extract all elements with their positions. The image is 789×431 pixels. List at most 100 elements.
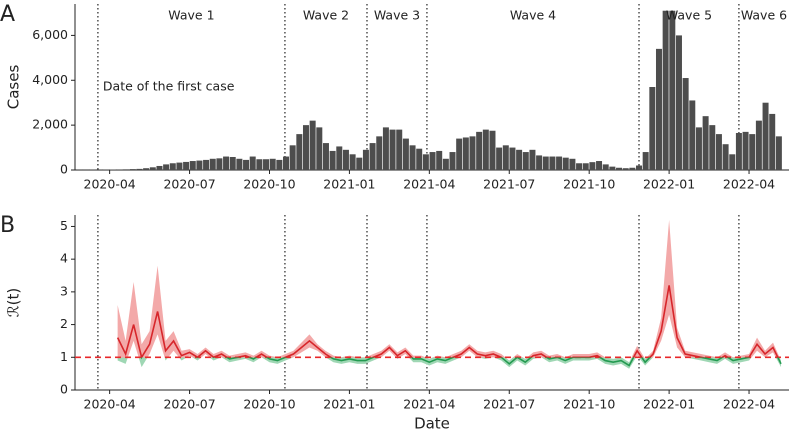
bar xyxy=(276,159,283,170)
wave-label: Wave 5 xyxy=(666,8,712,23)
panel-label: B xyxy=(0,213,15,238)
x-tick-label: 2021-10 xyxy=(563,177,615,192)
bar xyxy=(189,161,196,170)
bar xyxy=(116,169,123,170)
x-tick-label: 2021-07 xyxy=(483,397,535,412)
bar xyxy=(156,165,163,170)
bar xyxy=(442,158,449,170)
bar xyxy=(389,129,396,170)
bar xyxy=(342,149,349,170)
bar xyxy=(289,145,296,170)
y-tick-label: 0 xyxy=(60,162,68,177)
x-tick-label: 2021-07 xyxy=(483,177,535,192)
bar xyxy=(742,131,749,170)
bar xyxy=(689,100,696,170)
bar xyxy=(629,167,636,170)
x-tick-label: 2022-04 xyxy=(723,397,775,412)
y-tick-label: 3 xyxy=(60,283,68,298)
y-tick-label: 5 xyxy=(60,218,68,233)
bar xyxy=(775,136,782,170)
bar xyxy=(149,167,156,170)
bar xyxy=(755,120,762,170)
x-tick-label: 2021-04 xyxy=(403,397,455,412)
bar xyxy=(735,132,742,170)
bar xyxy=(429,152,436,170)
x-tick-label: 2020-10 xyxy=(243,177,295,192)
x-tick-label: 2021-01 xyxy=(323,397,375,412)
bar xyxy=(729,154,736,170)
y-axis-label: Cases xyxy=(5,65,23,110)
bar xyxy=(243,159,250,170)
bar xyxy=(722,144,729,170)
x-tick-label: 2022-01 xyxy=(643,397,695,412)
bar xyxy=(269,158,276,170)
bar xyxy=(163,164,170,170)
bar xyxy=(556,156,563,170)
bar xyxy=(256,159,263,170)
bar xyxy=(516,149,523,170)
y-tick-label: 2,000 xyxy=(32,117,68,132)
bar xyxy=(695,127,702,170)
r-line xyxy=(116,285,782,367)
y-tick-label: 0 xyxy=(60,382,68,397)
bar xyxy=(569,158,576,170)
bar xyxy=(302,125,309,170)
bar xyxy=(369,143,376,170)
bar xyxy=(283,156,290,170)
bar xyxy=(582,163,589,170)
bar xyxy=(589,162,596,170)
bar xyxy=(216,158,223,170)
bar xyxy=(529,149,536,170)
bar xyxy=(143,168,150,170)
bar xyxy=(636,165,643,170)
bar xyxy=(349,154,356,170)
bar xyxy=(482,129,489,170)
bar xyxy=(609,166,616,170)
bar xyxy=(362,149,369,170)
bar xyxy=(709,125,716,170)
x-tick-label: 2022-01 xyxy=(643,177,695,192)
bar xyxy=(502,145,509,170)
x-tick-label: 2021-10 xyxy=(563,397,615,412)
bar xyxy=(616,167,623,170)
bar xyxy=(376,136,383,170)
bar xyxy=(183,161,190,170)
bar xyxy=(476,131,483,170)
bar xyxy=(642,152,649,170)
y-axis-label: ℛ(t) xyxy=(5,288,23,318)
bar xyxy=(223,156,230,170)
bar xyxy=(675,35,682,170)
bar xyxy=(469,136,476,170)
panel-label: A xyxy=(0,2,15,27)
bar xyxy=(596,161,603,170)
bar xyxy=(249,156,256,170)
bar xyxy=(316,127,323,170)
bar xyxy=(229,156,236,170)
x-tick-label: 2020-10 xyxy=(243,397,295,412)
bar xyxy=(209,158,216,170)
bar xyxy=(602,164,609,170)
y-tick-label: 6,000 xyxy=(32,27,68,42)
bar xyxy=(176,162,183,170)
y-tick-label: 2 xyxy=(60,316,68,331)
annotation: Date of the first case xyxy=(103,79,235,94)
bar xyxy=(402,138,409,170)
x-tick-label: 2020-04 xyxy=(84,397,136,412)
y-tick-label: 4 xyxy=(60,251,68,266)
bar xyxy=(123,169,130,170)
wave-label: Wave 4 xyxy=(510,8,556,23)
bar xyxy=(329,150,336,170)
bar xyxy=(422,154,429,170)
bar xyxy=(549,156,556,170)
bar xyxy=(769,113,776,170)
bar xyxy=(622,168,629,170)
bar xyxy=(309,120,316,170)
bar xyxy=(649,87,656,170)
bar xyxy=(662,10,669,170)
bar xyxy=(136,168,143,170)
bar xyxy=(336,146,343,170)
bar xyxy=(356,157,363,170)
bar xyxy=(196,160,203,170)
